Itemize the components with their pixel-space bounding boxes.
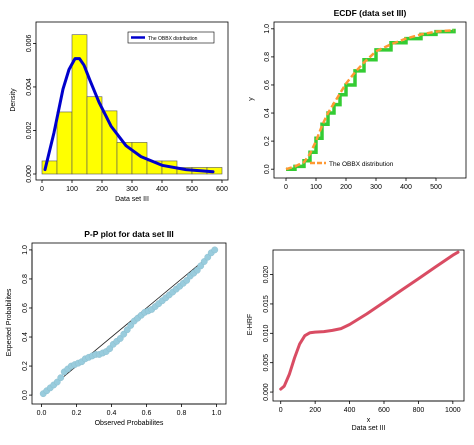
hrf-x-tick-label: 600 — [378, 407, 390, 414]
pp-point — [211, 246, 219, 254]
ecdf-y-tick-label: 0.0 — [264, 164, 271, 174]
ecdf-x-tick-label: 400 — [400, 184, 412, 191]
histogram-bar — [86, 96, 103, 175]
pp-y-tick-label: 0.6 — [22, 303, 29, 313]
pp-y-tick-label: 0.4 — [22, 332, 29, 342]
histogram-bar — [71, 34, 88, 175]
ecdf-y-tick-label: 0.8 — [264, 52, 271, 62]
hrf-y-tick-label: 0.010 — [263, 324, 270, 342]
density-curve — [43, 57, 215, 174]
pp-y-tick-label: 1.0 — [22, 245, 29, 255]
ecdf-panel: 0 100 200 300 400 500 0.0 0.2 0.4 0.6 0.8 1.0 y ECDF … — [248, 8, 467, 191]
legend-entry: The OBBX distribution — [329, 161, 394, 168]
hrf-x-tick-label: 800 — [413, 407, 425, 414]
hist-y-tick-label: 0.000 — [26, 165, 33, 183]
hist-legend: The OBBX distribution — [127, 31, 215, 44]
hist-y-tick-label: 0.004 — [26, 78, 33, 96]
hrf-y-label: E-HRF — [247, 314, 254, 335]
hist-x-tick-label: 500 — [186, 186, 198, 193]
hist-x-tick-label: 0 — [40, 186, 44, 193]
hrf-y-tick-label: 0.015 — [263, 295, 270, 313]
hrf-y-tick-label: 0.005 — [263, 354, 270, 372]
pp-y-tick-label: 0.2 — [22, 361, 29, 371]
hrf-plot-frame — [272, 249, 465, 402]
ecdf-x-tick-label: 300 — [370, 184, 382, 191]
hist-x-tick-label: 100 — [66, 186, 78, 193]
pp-title: P-P plot for data set III — [84, 229, 174, 239]
hrf-y-tick-label: 0.020 — [263, 266, 270, 284]
pp-point — [57, 374, 65, 382]
pp-panel: 0.0 0.2 0.4 0.6 0.8 1.0 0.0 0.2 0.4 0.6 0.8 1.0 Obse… — [6, 229, 227, 427]
pp-x-tick-label: 1.0 — [212, 410, 222, 417]
pp-y-label: Expected Probabilites — [6, 288, 13, 356]
legend-box — [127, 31, 215, 44]
hrf-panel: 0 200 400 600 800 1000 0.000 0.005 0.010 0.015 0.0… — [247, 249, 465, 432]
hist-x-tick-label: 200 — [96, 186, 108, 193]
hist-x-label: Data set III — [115, 196, 149, 203]
hrf-x-label-2: Data set III — [352, 425, 386, 432]
hist-y-tick-label: 0.002 — [26, 122, 33, 140]
pp-x-tick-label: 0.6 — [142, 410, 152, 417]
ecdf-y-tick-label: 0.4 — [264, 108, 271, 118]
hrf-x-tick-label: 400 — [344, 407, 356, 414]
hist-panel: 0 100 200 300 400 500 600 0.000 0.002 0.004 0.006 D… — [10, 21, 229, 203]
ecdf-y-tick-label: 0.2 — [264, 136, 271, 146]
ecdf-x-tick-label: 500 — [430, 184, 442, 191]
ecdf-y-tick-label: 0.6 — [264, 80, 271, 90]
legend-entry: The OBBX distribution — [148, 36, 198, 42]
pp-x-tick-label: 0.8 — [177, 410, 187, 417]
ecdf-empirical-step — [286, 28, 456, 171]
hrf-x-tick-label: 0 — [279, 407, 283, 414]
ecdf-y-tick-label: 1.0 — [264, 24, 271, 34]
ecdf-plot-frame — [273, 21, 467, 179]
hrf-x-tick-label: 1000 — [445, 407, 461, 414]
pp-x-tick-label: 0.0 — [37, 410, 47, 417]
pp-y-tick-label: 0.8 — [22, 274, 29, 284]
pp-x-tick-label: 0.4 — [107, 410, 117, 417]
hist-y-tick-label: 0.006 — [26, 35, 33, 53]
ecdf-x-tick-label: 100 — [310, 184, 322, 191]
hrf-x-label: x — [367, 417, 371, 424]
hrf-x-tick-label: 200 — [309, 407, 321, 414]
hist-x-tick-label: 400 — [156, 186, 168, 193]
hist-y-label: Density — [10, 88, 17, 112]
hrf-curve — [279, 250, 460, 391]
ecdf-x-tick-label: 200 — [340, 184, 352, 191]
hrf-y-tick-label: 0.000 — [263, 383, 270, 401]
hist-x-tick-label: 600 — [216, 186, 228, 193]
histogram-bar — [56, 111, 73, 175]
pp-y-tick-label: 0.0 — [22, 390, 29, 400]
pp-x-label: Observed Probabilites — [95, 420, 164, 427]
ecdf-title: ECDF (data set III) — [334, 8, 407, 18]
ecdf-legend: The OBBX distribution — [310, 161, 394, 168]
ecdf-y-label: y — [248, 97, 255, 101]
ecdf-x-tick-label: 0 — [284, 184, 288, 191]
hist-x-tick-label: 300 — [126, 186, 138, 193]
ecdf-fitted-line — [285, 28, 455, 171]
pp-x-tick-label: 0.2 — [72, 410, 82, 417]
